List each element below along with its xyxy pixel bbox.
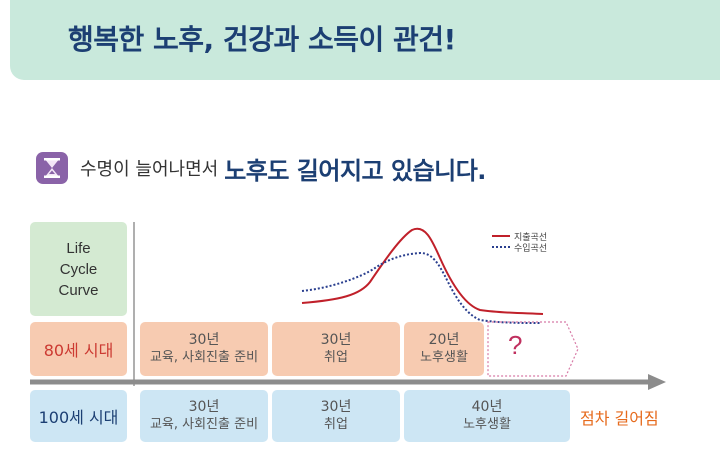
subheading-text: 수명이 늘어나면서 bbox=[80, 159, 219, 180]
row-100-segment: 30년 취업 bbox=[272, 390, 400, 442]
life-cycle-word: Life bbox=[66, 239, 91, 257]
row-100-segment: 40년 노후생활 bbox=[404, 390, 570, 442]
row-100-label: 100세 시대 bbox=[30, 390, 127, 442]
hourglass-icon bbox=[36, 152, 68, 184]
life-cycle-word: Cycle bbox=[59, 260, 98, 278]
segment-desc: 취업 bbox=[324, 350, 348, 365]
legend-income-label: 수입곡선 bbox=[514, 244, 548, 254]
page-title: 행복한 노후, 건강과 소득이 관건! bbox=[68, 23, 456, 56]
row-80-segment: 30년 취업 bbox=[272, 322, 400, 376]
segment-desc: 취업 bbox=[324, 417, 348, 432]
header-banner: 행복한 노후, 건강과 소득이 관건! bbox=[10, 0, 720, 80]
segment-desc: 교육, 사회진출 준비 bbox=[149, 417, 259, 432]
life-cycle-curve-label: Life Cycle Curve bbox=[30, 222, 127, 316]
unknown-future-arrow bbox=[487, 321, 579, 377]
segment-desc: 노후생활 bbox=[463, 417, 511, 432]
subheading: 수명이 늘어나면서 노후도 길어지고 있습니다. bbox=[36, 148, 486, 188]
row-80-segment: 30년 교육, 사회진출 준비 bbox=[140, 322, 268, 376]
row-100-segment: 30년 교육, 사회진출 준비 bbox=[140, 390, 268, 442]
subheading-emphasis: 노후도 길어지고 있습니다. bbox=[224, 156, 486, 185]
segment-desc: 노후생활 bbox=[420, 350, 468, 365]
legend-expense-label: 지출곡선 bbox=[514, 233, 548, 243]
timeline-arrowhead bbox=[648, 374, 666, 390]
segment-years: 30년 bbox=[320, 332, 352, 348]
extension-note: 점차 길어짐 bbox=[580, 409, 659, 428]
unknown-question-mark: ? bbox=[508, 330, 523, 360]
segment-years: 30년 bbox=[188, 332, 220, 348]
row-80-segment: 20년 노후생활 bbox=[404, 322, 484, 376]
row-80-label: 80세 시대 bbox=[30, 322, 127, 376]
life-cycle-word: Curve bbox=[58, 281, 99, 299]
segment-years: 30년 bbox=[188, 399, 220, 415]
segment-years: 40년 bbox=[471, 399, 503, 415]
segment-years: 30년 bbox=[320, 399, 352, 415]
segment-years: 20년 bbox=[428, 332, 460, 348]
segment-desc: 교육, 사회진출 준비 bbox=[149, 350, 259, 365]
expense-curve bbox=[301, 227, 544, 315]
